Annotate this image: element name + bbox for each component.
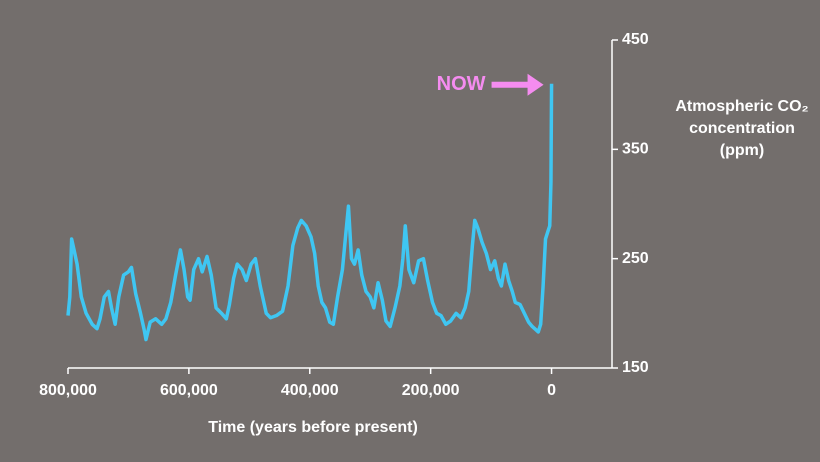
co2-line [66, 83, 554, 342]
x-tick-label: 0 [547, 382, 556, 399]
annotation: NOW [437, 73, 486, 95]
x-axis-label: Time (years before present) [208, 419, 418, 436]
y-tick-label: 250 [622, 250, 649, 267]
y-axis-label: (ppm) [720, 142, 764, 159]
x-tick-label: 200,000 [402, 382, 460, 399]
y-axis-label: Atmospheric CO₂ [675, 98, 808, 115]
y-axis-label: concentration [689, 120, 795, 137]
x-tick-label: 400,000 [281, 382, 339, 399]
y-tick-label: 150 [622, 359, 649, 376]
y-tick-label: 450 [622, 31, 649, 48]
annotation-arrowhead [527, 73, 544, 96]
x-tick-label: 800,000 [39, 382, 97, 399]
y-tick-label: 350 [622, 141, 649, 158]
x-tick-label: 600,000 [160, 382, 218, 399]
